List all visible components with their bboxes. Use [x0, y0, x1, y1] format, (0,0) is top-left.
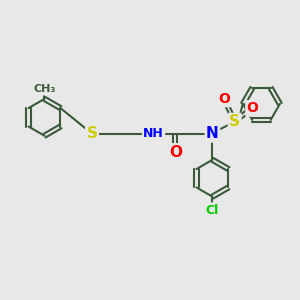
Text: NH: NH: [143, 127, 164, 140]
Text: O: O: [247, 101, 259, 116]
Text: N: N: [206, 126, 219, 141]
Text: O: O: [169, 145, 182, 160]
Text: S: S: [229, 114, 240, 129]
Text: O: O: [218, 92, 230, 106]
Text: CH₃: CH₃: [33, 84, 56, 94]
Text: Cl: Cl: [206, 203, 219, 217]
Text: S: S: [86, 126, 98, 141]
